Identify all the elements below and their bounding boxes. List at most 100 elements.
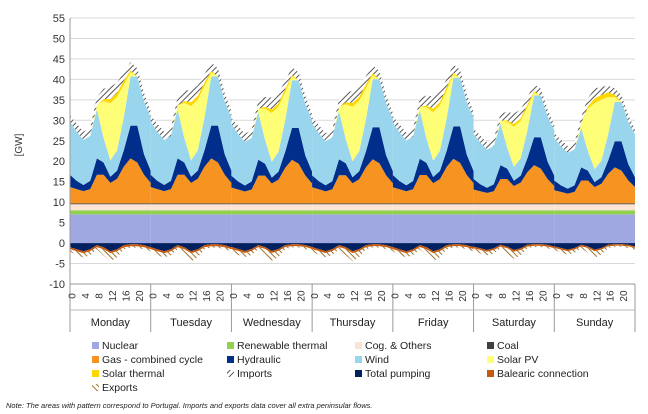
area-exports-thursday (312, 246, 393, 262)
legend-swatch (92, 384, 99, 391)
area-imports-tuesday (150, 62, 232, 140)
area-exports-tuesday (150, 246, 232, 262)
x-hour-tick: 0 (390, 293, 401, 299)
x-hour-tick: 0 (471, 293, 482, 299)
day-label: Friday (418, 317, 449, 329)
x-hour-tick: 12 (108, 290, 119, 302)
day-label: Wednesday (243, 317, 301, 329)
x-hour-tick: 0 (310, 293, 321, 299)
legend-swatch (227, 356, 234, 363)
y-tick-label: 55 (53, 13, 65, 25)
x-hour-tick: 20 (458, 290, 469, 302)
area-solar-thermal-tuesday (150, 70, 232, 140)
legend-label: Renewable thermal (237, 340, 327, 352)
area-exports-saturday (473, 245, 555, 259)
legend-label: Wind (365, 354, 389, 366)
legend-label: Cog. & Others (365, 340, 432, 352)
area-solar-pv-wednesday (231, 76, 313, 162)
area-wind-saturday (473, 95, 555, 188)
day-label: Thursday (330, 317, 376, 329)
y-tick-label: 10 (53, 197, 65, 209)
area-solar-pv-saturday (473, 92, 555, 167)
area-coal-wednesday (231, 203, 313, 205)
x-hour-tick: 8 (256, 293, 267, 299)
area-cog-others-wednesday (231, 204, 313, 211)
x-hour-tick: 20 (135, 290, 146, 302)
area-imports-monday (70, 62, 151, 141)
area-exports-friday (392, 246, 474, 262)
area-hydraulic-monday (70, 125, 151, 192)
footnote: Note: The areas with pattern correspond … (6, 401, 373, 410)
area-nuclear-sunday (554, 214, 635, 244)
legend-swatch (227, 370, 234, 377)
area-gas-combined-cycle-friday (392, 158, 474, 204)
y-tick-label: 45 (53, 54, 65, 66)
area-total-pumping-friday (392, 243, 474, 252)
area-total-pumping-tuesday (150, 243, 232, 252)
x-hour-tick: 20 (619, 290, 630, 302)
area-imports-thursday (312, 65, 393, 142)
x-hour-tick: 20 (296, 290, 307, 302)
x-hour-tick: 16 (525, 290, 536, 302)
x-hour-tick: 12 (269, 290, 280, 302)
x-hour-tick: 16 (444, 290, 455, 302)
area-coal-sunday (554, 203, 635, 205)
area-total-pumping-saturday (473, 243, 555, 250)
legend-label: Exports (102, 382, 138, 394)
x-hour-tick: 20 (538, 290, 549, 302)
legend-label: Imports (237, 368, 272, 380)
area-balearic-connection-monday (70, 244, 151, 254)
legend-swatch (355, 356, 362, 363)
area-coal-thursday (312, 203, 393, 205)
legend-label: Nuclear (102, 340, 139, 352)
legend-swatch (355, 342, 362, 349)
area-coal-monday (70, 203, 151, 205)
y-tick-label: -5 (55, 259, 65, 271)
area-balearic-connection-wednesday (231, 244, 313, 253)
area-nuclear-friday (392, 214, 474, 244)
area-coal-saturday (473, 203, 555, 205)
x-hour-tick: 12 (189, 290, 200, 302)
x-hour-tick: 4 (243, 293, 254, 299)
area-nuclear-monday (70, 214, 151, 244)
area-renewable-thermal-sunday (554, 210, 635, 215)
area-gas-combined-cycle-saturday (473, 165, 555, 204)
area-renewable-thermal-monday (70, 210, 151, 215)
x-hour-tick: 8 (498, 293, 509, 299)
area-nuclear-wednesday (231, 214, 313, 244)
x-hour-tick: 12 (431, 290, 442, 302)
x-hour-tick: 16 (606, 290, 617, 302)
y-tick-label: 5 (59, 218, 65, 230)
area-gas-combined-cycle-wednesday (231, 159, 313, 204)
area-nuclear-tuesday (150, 214, 232, 244)
x-hour-tick: 8 (337, 293, 348, 299)
legend-label: Coal (497, 340, 519, 352)
legend-label: Gas - combined cycle (102, 354, 203, 366)
area-solar-pv-tuesday (150, 72, 232, 161)
legend-label: Total pumping (365, 368, 431, 380)
x-hour-tick: 8 (579, 293, 590, 299)
area-solar-pv-friday (392, 74, 474, 161)
legend-swatch (227, 342, 234, 349)
x-hour-tick: 12 (592, 290, 603, 302)
area-wind-sunday (554, 101, 635, 189)
area-renewable-thermal-tuesday (150, 210, 232, 215)
area-cog-others-sunday (554, 204, 635, 211)
area-wind-tuesday (150, 76, 232, 185)
x-hour-tick: 4 (81, 293, 92, 299)
legend: Nuclear Renewable thermal Cog. & Others Coa… (92, 340, 589, 394)
legend-label: Balearic connection (497, 368, 589, 380)
x-hour-tick: 4 (162, 293, 173, 299)
x-hour-tick: 4 (404, 293, 415, 299)
area-nuclear-saturday (473, 214, 555, 244)
area-total-pumping-wednesday (231, 243, 313, 251)
area-imports-saturday (473, 84, 555, 150)
y-tick-label: 50 (53, 33, 65, 45)
area-wind-friday (392, 77, 474, 186)
area-cog-others-thursday (312, 204, 393, 211)
x-hour-tick: 0 (68, 293, 79, 299)
area-total-pumping-sunday (554, 243, 635, 250)
area-cog-others-friday (392, 204, 474, 211)
x-hour-tick: 20 (216, 290, 227, 302)
